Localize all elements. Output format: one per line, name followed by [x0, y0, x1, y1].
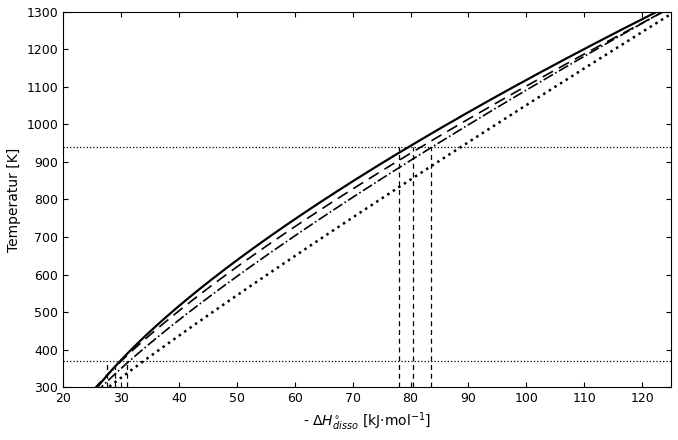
Y-axis label: Temperatur [K]: Temperatur [K]	[7, 147, 21, 252]
X-axis label: - $\Delta H^{\circ}_{disso}$ [kJ$\cdot$mol$^{-1}$]: - $\Delta H^{\circ}_{disso}$ [kJ$\cdot$m…	[303, 411, 431, 433]
